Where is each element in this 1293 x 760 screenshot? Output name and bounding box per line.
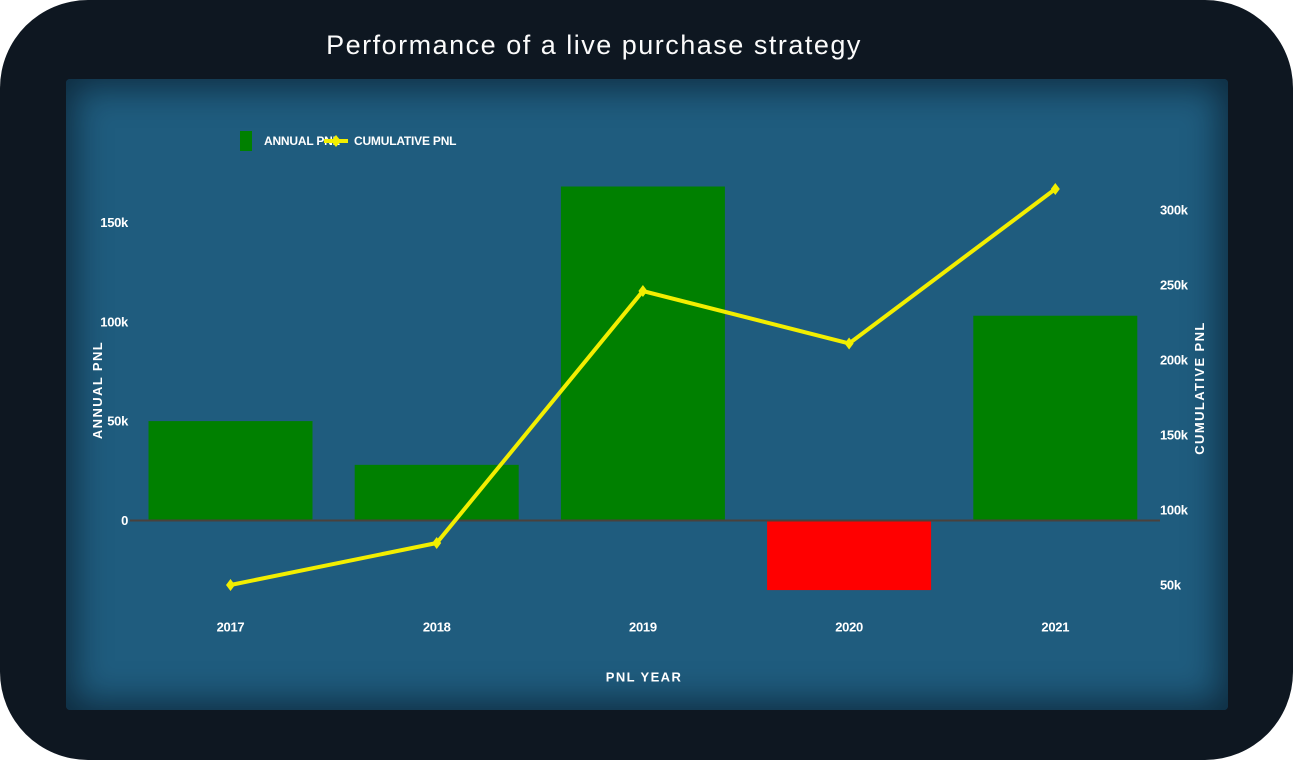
x-axis-tick-2021: 2021 xyxy=(1041,620,1069,635)
line-marker-2019 xyxy=(638,285,648,297)
right-axis-title: CUMULATIVE PNL xyxy=(1192,321,1207,454)
x-axis-tick-2020: 2020 xyxy=(835,620,863,635)
right-axis-tick-100k: 100k xyxy=(1160,503,1189,518)
line-marker-2020 xyxy=(844,337,854,350)
x-axis-tick-2019: 2019 xyxy=(629,620,657,635)
bar-2020 xyxy=(767,520,932,591)
left-axis-tick-150k: 150k xyxy=(100,215,129,230)
x-axis-tick-2017: 2017 xyxy=(217,620,245,635)
right-axis-tick-150k: 150k xyxy=(1160,428,1189,443)
line-marker-2021 xyxy=(1050,183,1060,195)
right-axis-tick-50k: 50k xyxy=(1160,578,1182,593)
left-axis-title: ANNUAL PNL xyxy=(90,341,105,439)
line-series xyxy=(226,183,1060,591)
right-axis-tick-250k: 250k xyxy=(1160,278,1189,293)
chart-canvas: 0 50k 100k 150k 50k 100k 150k 200k 250k 300k 2017 2… xyxy=(90,131,1207,685)
bar-2017 xyxy=(148,421,313,521)
legend-label-cumulative-pnl: CUMULATIVE PNL xyxy=(354,134,456,148)
bar-2021 xyxy=(973,315,1138,521)
axis-tick-labels: 0 50k 100k 150k 50k 100k 150k 200k 250k 300k 2017 2… xyxy=(100,203,1189,635)
legend-diamond-marker-icon xyxy=(331,135,341,147)
chart-title: Performance of a live purchase strategy xyxy=(326,30,862,60)
x-axis-title: PNL YEAR xyxy=(606,670,682,685)
left-axis-tick-0: 0 xyxy=(121,513,128,528)
legend: ANNUAL PNL CUMULATIVE PNL xyxy=(240,131,457,151)
x-axis-tick-2018: 2018 xyxy=(423,620,451,635)
line-marker-2017 xyxy=(226,579,235,591)
right-axis-tick-300k: 300k xyxy=(1160,203,1189,218)
left-axis-tick-100k: 100k xyxy=(100,314,129,329)
bar-series xyxy=(148,186,1138,591)
line-marker-2018 xyxy=(432,537,442,549)
left-axis-tick-50k: 50k xyxy=(107,414,129,429)
legend-label-annual-pnl: ANNUAL PNL xyxy=(264,134,340,148)
legend-swatch-annual-pnl-icon xyxy=(240,131,252,151)
bar-2019 xyxy=(560,186,725,521)
plot-panel: 0 50k 100k 150k 50k 100k 150k 200k 250k 300k 2017 2… xyxy=(66,79,1228,710)
right-axis-tick-200k: 200k xyxy=(1160,353,1189,368)
